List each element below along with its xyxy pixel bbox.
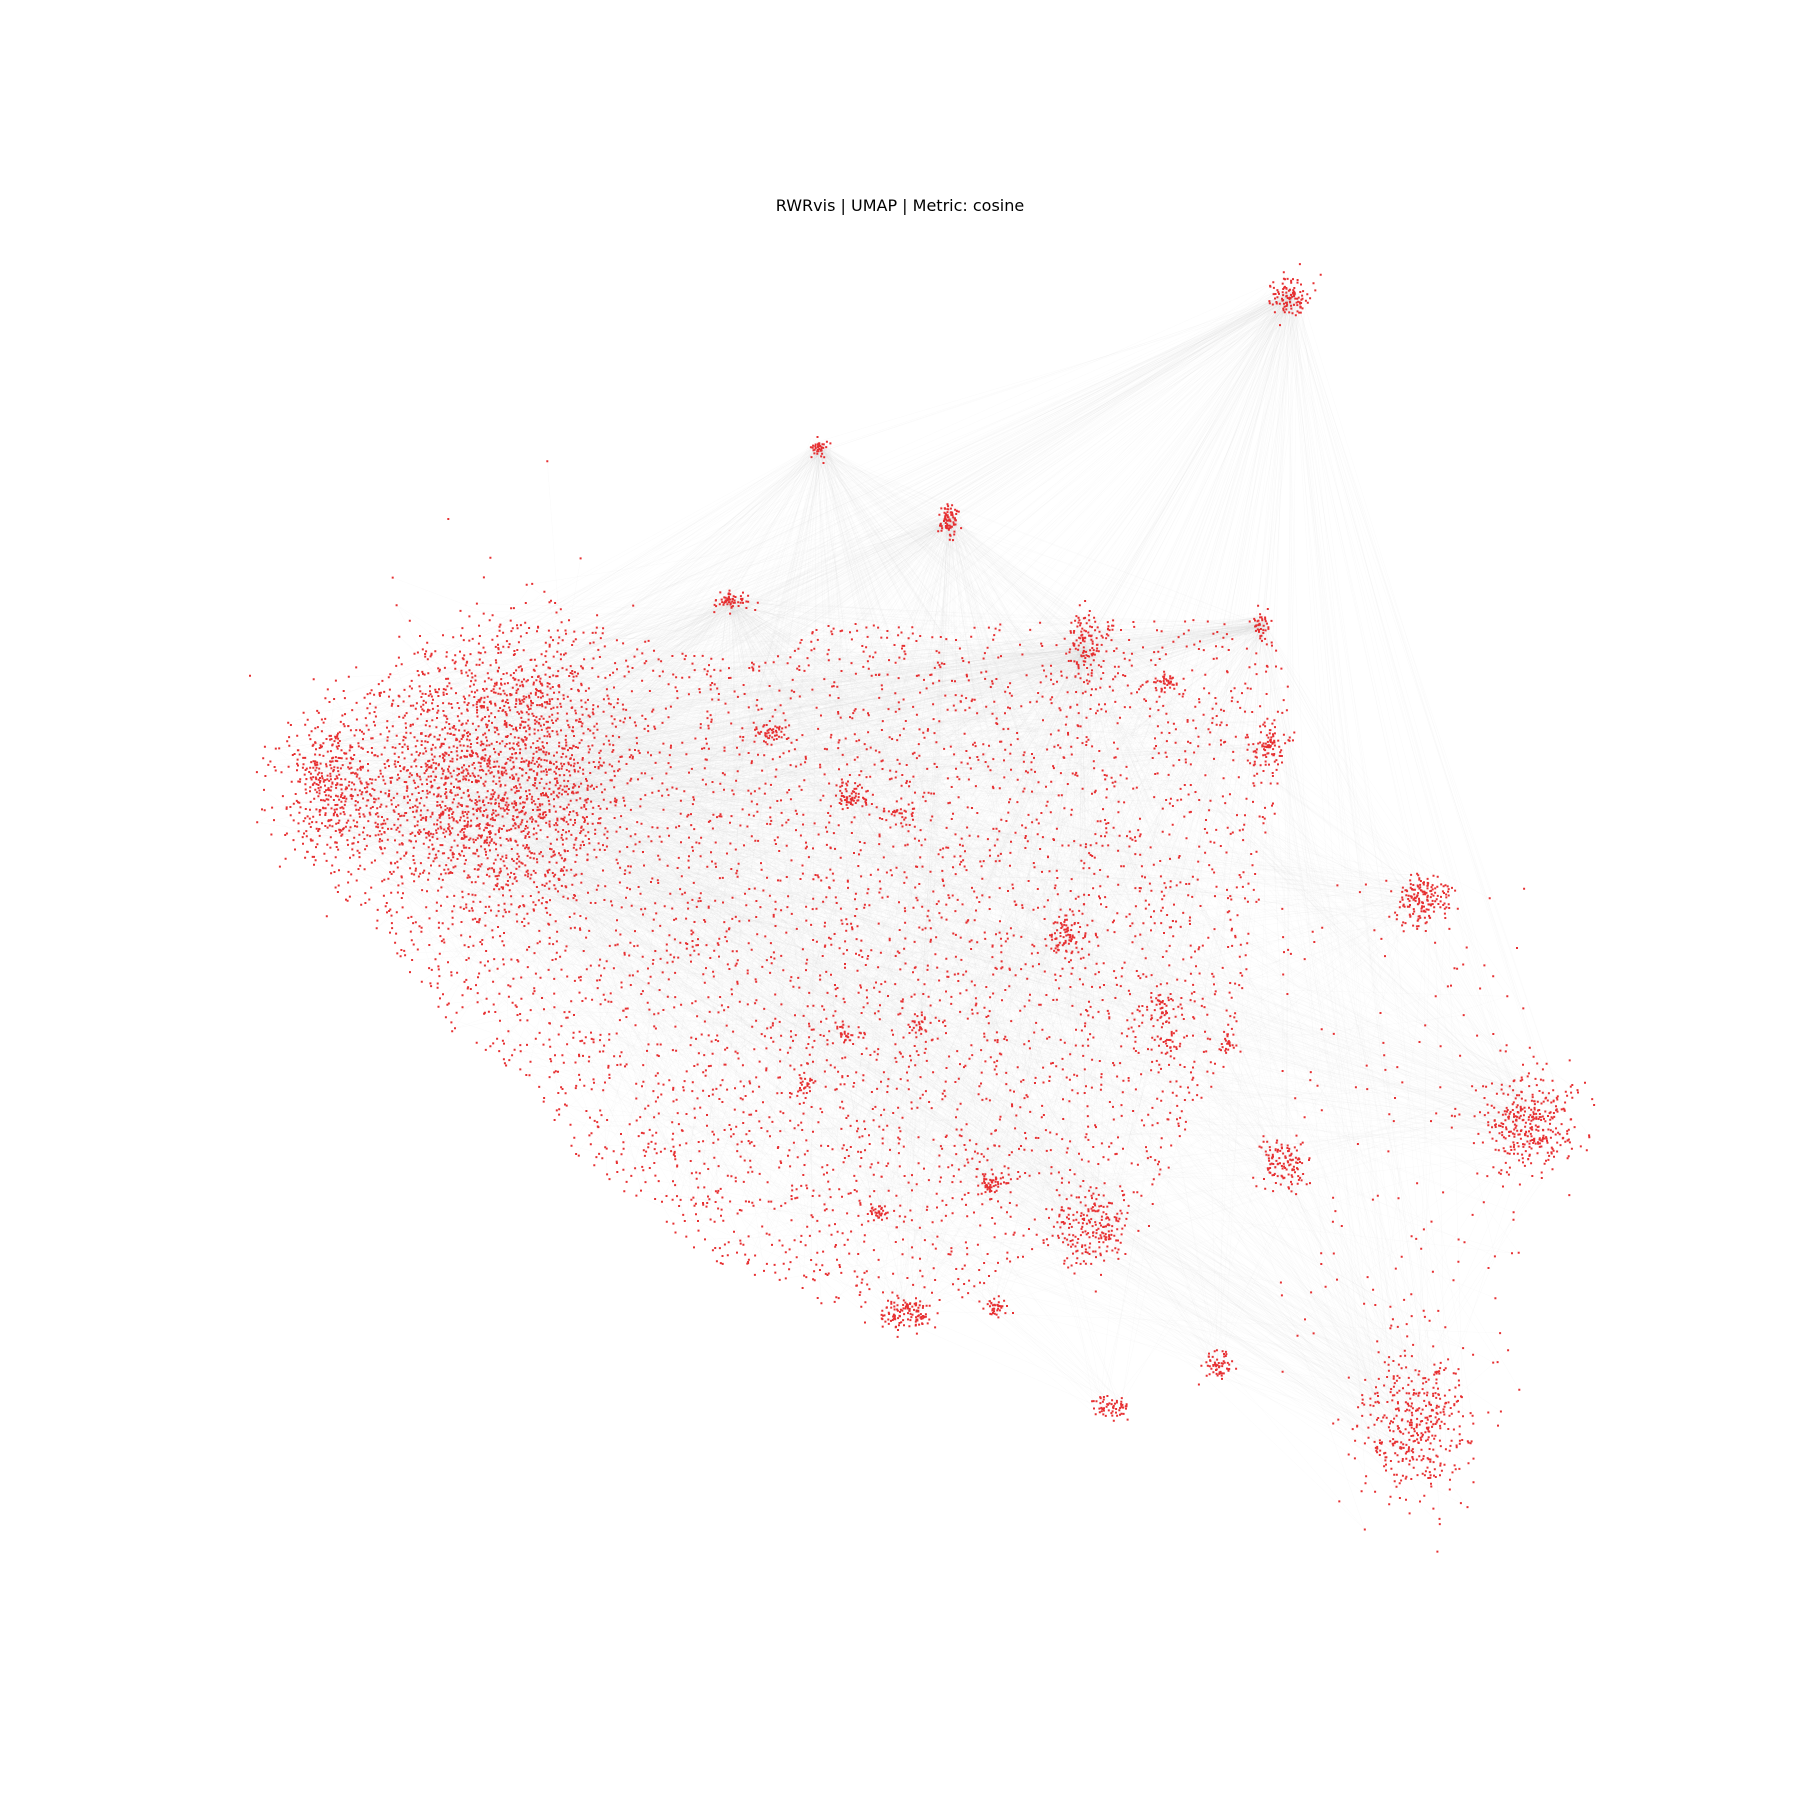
edges-layer: [257, 263, 1590, 1530]
nodes-layer: [249, 263, 1596, 1553]
nodes: [249, 263, 1596, 1553]
plot-title: RWRvis | UMAP | Metric: cosine: [775, 196, 1025, 215]
edges: [257, 263, 1590, 1530]
